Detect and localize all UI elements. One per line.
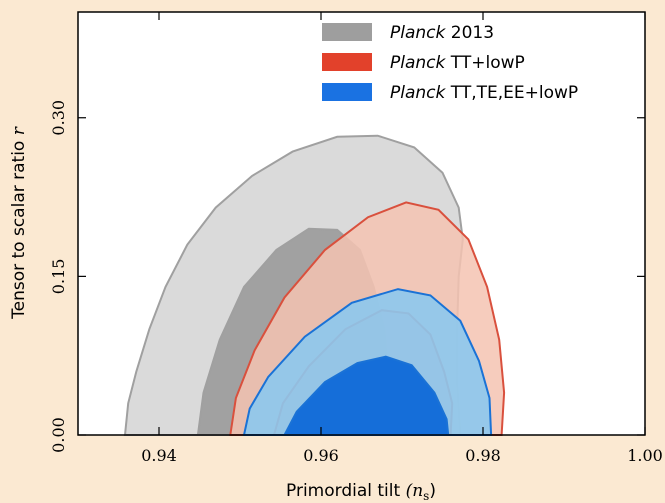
legend-label-italic: Planck [390,23,447,43]
x-axis-label: Primordial tilt (ns) [286,481,436,503]
legend-swatch [322,53,372,71]
legend-label: Planck TT+lowP [390,53,525,73]
x-tick-label: 0.94 [141,446,177,465]
y-tick-label: 0.30 [49,100,68,136]
x-tick-label: 1.00 [627,446,663,465]
legend-label-italic: Planck [390,53,447,73]
legend-label-rest: 2013 [445,23,494,43]
x-axis-label-math-close: ) [429,481,436,501]
legend-swatch [322,83,372,101]
y-tick-label: 0.15 [49,259,68,295]
y-axis-label: Tensor to scalar ratio r [9,126,29,320]
x-tick-label: 0.96 [303,446,339,465]
legend-label-rest: TT,TE,EE+lowP [445,83,578,103]
legend-label-italic: Planck [390,83,447,103]
y-axis-label-math: r [9,126,29,135]
legend-label: Planck TT,TE,EE+lowP [390,83,578,103]
legend-label-rest: TT+lowP [445,53,524,73]
x-tick-label: 0.98 [465,446,501,465]
legend-label: Planck 2013 [390,23,494,43]
x-axis-label-math-open: (n [406,481,424,501]
legend-swatch [322,23,372,41]
x-axis-label-text: Primordial tilt [286,481,400,501]
y-axis-label-text: Tensor to scalar ratio [9,141,29,320]
y-tick-label: 0.00 [49,417,68,453]
